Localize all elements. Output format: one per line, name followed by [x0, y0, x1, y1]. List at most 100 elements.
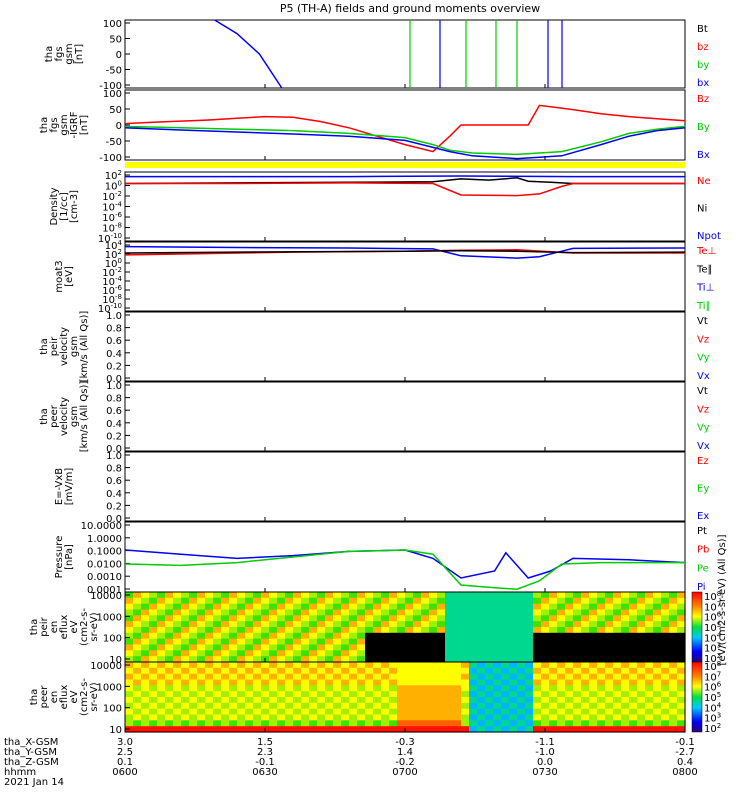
- spectrogram-cell: [429, 691, 438, 698]
- spectrogram-cell: [373, 679, 382, 686]
- spectrogram-cell: [477, 638, 486, 646]
- spectrogram-cell: [133, 685, 142, 692]
- spectrogram-cell: [333, 726, 342, 733]
- spectrogram-cell: [405, 597, 414, 605]
- spectrogram-cell: [341, 667, 350, 675]
- spectrogram-cell: [493, 726, 502, 733]
- spectrogram-cell: [485, 708, 494, 716]
- spectrogram-cell: [421, 679, 430, 686]
- spectrogram-cell: [189, 592, 198, 599]
- y-tick-label: 0.4: [106, 419, 122, 430]
- spectrogram-cell: [389, 708, 398, 716]
- legend-Ne: Ne: [697, 176, 711, 187]
- orbit-row-label: tha_X-GSM: [4, 737, 58, 748]
- spectrogram-cell: [661, 662, 670, 669]
- spectrogram-cell: [637, 667, 646, 675]
- spectrogram-cell: [429, 714, 438, 721]
- spectrogram-cell: [365, 702, 374, 710]
- spectrogram-cell: [333, 592, 342, 599]
- spectrogram-cell: [477, 632, 486, 640]
- spectrogram-cell: [165, 708, 174, 716]
- spectrogram-cell: [373, 615, 382, 622]
- spectrogram-cell: [125, 632, 134, 640]
- spectrogram-cell: [469, 632, 478, 640]
- y-axis-label-line: tha: [39, 408, 50, 424]
- spectrogram-cell: [245, 592, 254, 599]
- y-tick-label: 0.0010: [87, 572, 122, 583]
- spectrogram-cell: [669, 644, 678, 651]
- spectrogram-cell: [149, 714, 158, 721]
- spectrogram-cell: [589, 697, 598, 704]
- spectrogram-cell: [373, 720, 382, 727]
- spectrogram-cell: [293, 609, 302, 616]
- spectrogram-cell: [277, 685, 286, 692]
- spectrogram-cell: [429, 702, 438, 710]
- spectrogram-cell: [629, 650, 638, 657]
- spectrogram-cell: [485, 656, 494, 663]
- spectrogram-cell: [445, 697, 454, 704]
- spectrogram-cell: [437, 644, 446, 651]
- spectrogram-cell: [557, 615, 566, 622]
- spectrogram-cell: [293, 644, 302, 651]
- spectrogram-cell: [477, 673, 486, 681]
- spectrogram-cell: [357, 592, 366, 599]
- spectrogram-cell: [445, 615, 454, 622]
- spectrogram-cell: [557, 667, 566, 675]
- spectrogram-cell: [581, 650, 590, 657]
- spectrogram-cell: [477, 627, 486, 634]
- spectrogram-cell: [605, 708, 614, 716]
- spectrogram-cell: [501, 609, 510, 616]
- spectrogram-cell: [677, 650, 686, 657]
- spectrogram-cell: [461, 662, 470, 669]
- spectrogram-cell: [653, 667, 662, 675]
- spectrogram-cell: [565, 714, 574, 721]
- spectrogram-cell: [389, 679, 398, 686]
- spectrogram-cell: [621, 609, 630, 616]
- spectrogram-cell: [541, 603, 550, 611]
- spectrogram-cell: [501, 720, 510, 727]
- y-axis-label-line: [cm-3]: [69, 190, 80, 223]
- spectrogram-cell: [413, 726, 422, 733]
- spectrogram-cell: [293, 650, 302, 657]
- spectrogram-cell: [157, 726, 166, 733]
- spectrogram-cell: [277, 667, 286, 675]
- spectrogram-cell: [173, 603, 182, 611]
- orbit-row-value: 2.5: [117, 747, 133, 758]
- spectrogram-cell: [277, 603, 286, 611]
- spectrogram-cell: [469, 644, 478, 651]
- spectrogram-cell: [165, 609, 174, 616]
- spectrogram-cell: [501, 679, 510, 686]
- spectrogram-peer_flux: [125, 662, 686, 733]
- spectrogram-cell: [301, 627, 310, 634]
- spectrogram-cell: [365, 638, 374, 646]
- spectrogram-cell: [365, 621, 374, 628]
- spectrogram-cell: [277, 592, 286, 599]
- spectrogram-cell: [533, 597, 542, 605]
- spectrogram-cell: [621, 691, 630, 698]
- spectrogram-cell: [229, 632, 238, 640]
- spectrogram-cell: [605, 726, 614, 733]
- spectrogram-cell: [573, 708, 582, 716]
- y-axis-label-line: fgs: [49, 117, 60, 132]
- y-tick-label: 10-2: [102, 266, 122, 279]
- spectrogram-cell: [245, 679, 254, 686]
- spectrogram-cell: [549, 708, 558, 716]
- spectrogram-cell: [421, 726, 430, 733]
- spectrogram-cell: [133, 621, 142, 628]
- y-axis-label: Pressure [nPa]: [54, 536, 75, 579]
- spectrogram-cell: [149, 702, 158, 710]
- spectrogram-cell: [221, 679, 230, 686]
- spectrogram-cell: [301, 702, 310, 710]
- spectrogram-cell: [357, 673, 366, 681]
- spectrogram-cell: [237, 632, 246, 640]
- spectrogram-cell: [597, 609, 606, 616]
- spectrogram-cell: [245, 691, 254, 698]
- spectrogram-cell: [253, 656, 262, 663]
- spectrogram-cell: [301, 592, 310, 599]
- spectrogram-cell: [205, 650, 214, 657]
- spectrogram-cell: [277, 656, 286, 663]
- spectrogram-cell: [517, 708, 526, 716]
- spectrogram-cell: [373, 702, 382, 710]
